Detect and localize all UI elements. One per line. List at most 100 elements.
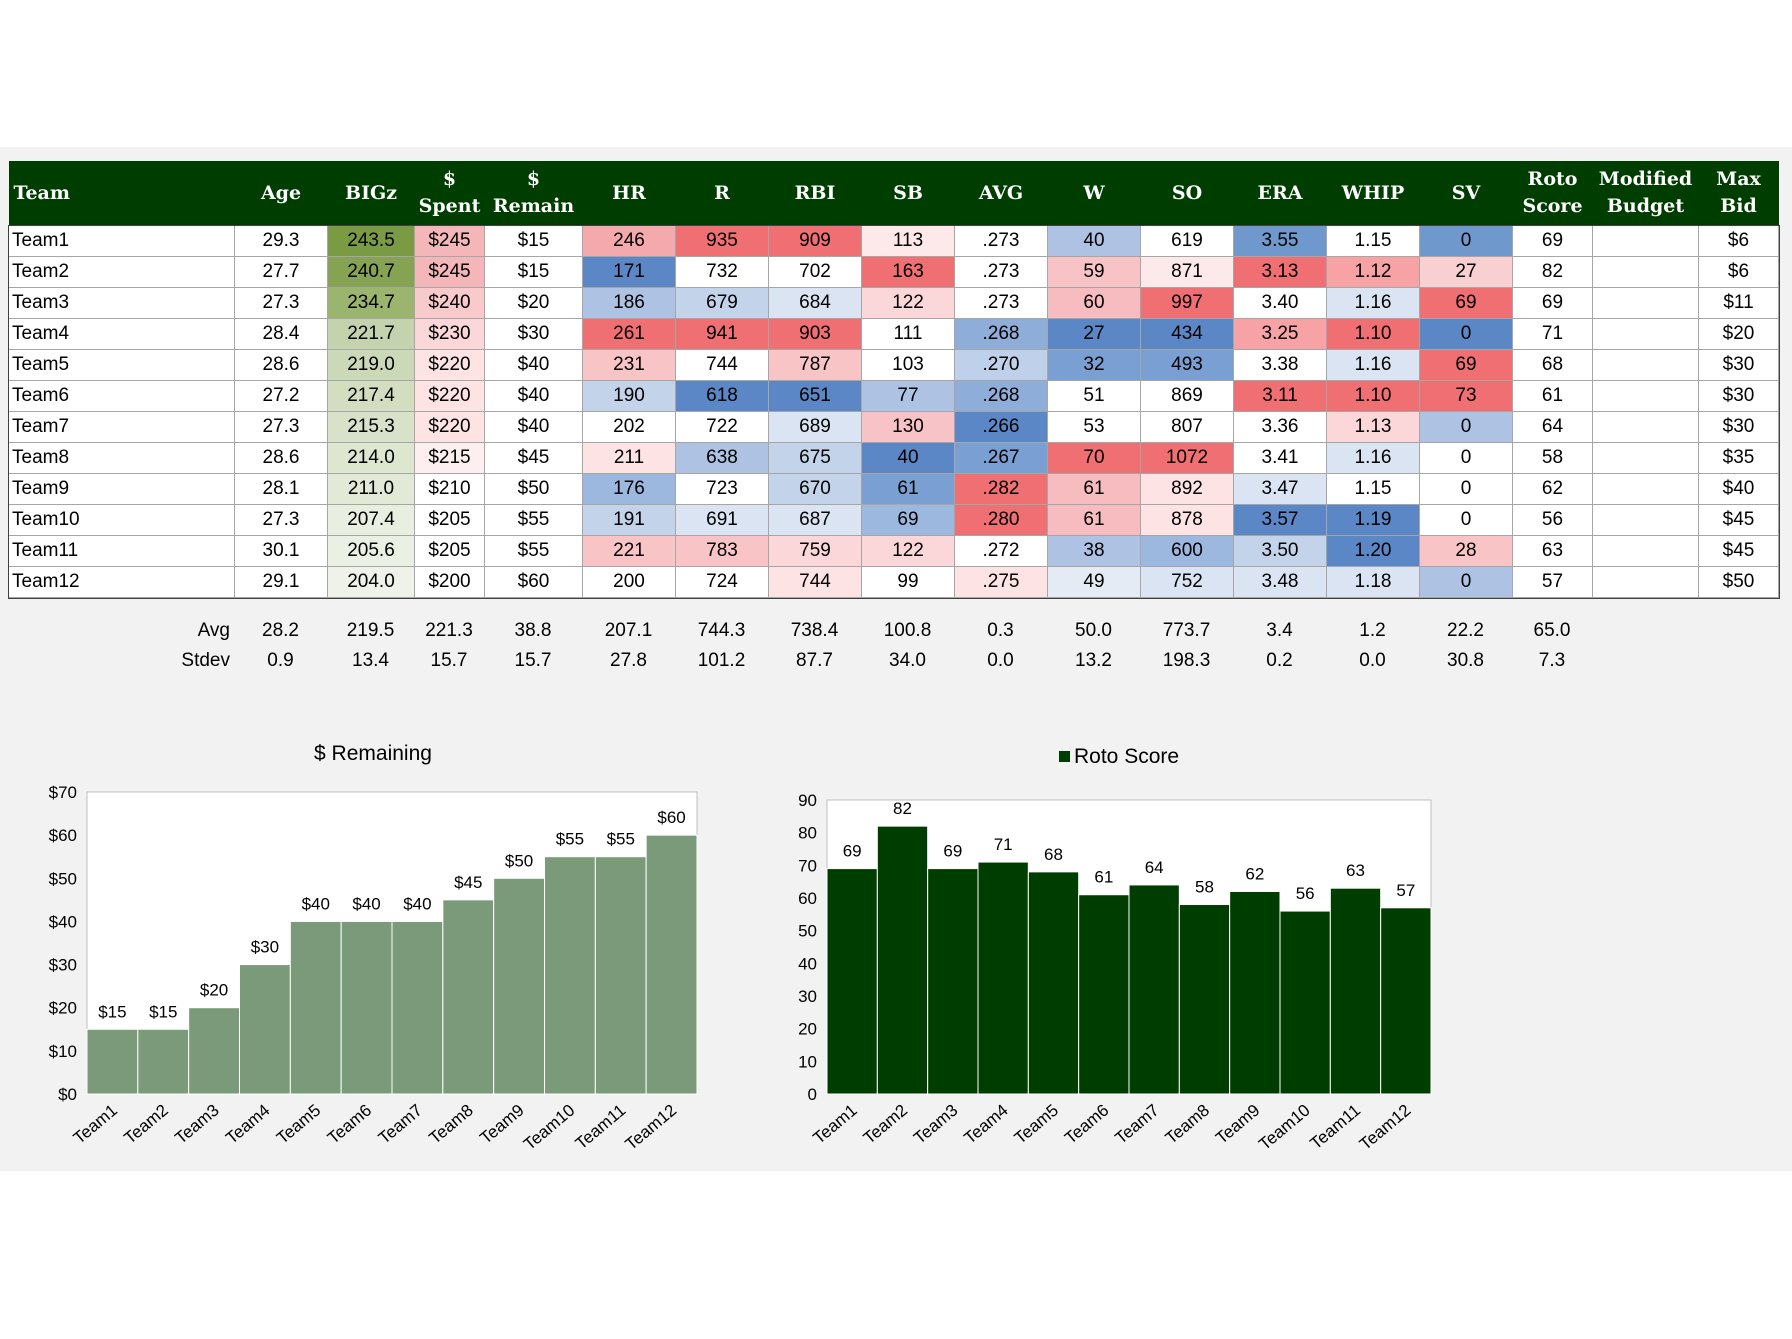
col-header-text: Bid (1720, 195, 1757, 217)
cell-max-bid: $20 (1698, 318, 1779, 350)
data-label: $55 (607, 830, 635, 849)
cell-rbi: 675 (768, 442, 862, 474)
category-label: Team5 (273, 1101, 324, 1148)
bar (340, 920, 393, 1095)
cell-avg: .266 (954, 411, 1048, 443)
cell-w: 53 (1047, 411, 1141, 443)
category-label: Team11 (1306, 1101, 1364, 1154)
category-label: Team4 (960, 1101, 1011, 1148)
cell-dollar-spent: $220 (414, 349, 485, 381)
cell-dollar-spent: $245 (414, 225, 485, 257)
category-label: Team2 (860, 1101, 911, 1148)
cell-hr: 221 (582, 535, 676, 567)
col-header-w: W (1047, 161, 1141, 226)
data-label: 71 (994, 835, 1013, 854)
col-header-rbi: RBI (768, 161, 862, 226)
cell-r: 691 (675, 504, 769, 536)
cell-max-bid: $50 (1698, 566, 1779, 598)
y-tick-label: 30 (798, 987, 817, 1006)
col-header-dollar-spent: $ Spent (414, 161, 485, 226)
bar (391, 920, 444, 1095)
data-label: $45 (454, 873, 482, 892)
cell-so: 869 (1140, 380, 1234, 412)
category-label: Team1 (70, 1101, 121, 1148)
cell-hr: 191 (582, 504, 676, 536)
cell-era: 3.50 (1233, 535, 1327, 567)
table-row: Team6 27.2 217.4 $220 $40 190 618 651 77.268 51 86… (8, 380, 1779, 412)
cell-roto-score: 68 (1512, 349, 1593, 381)
cell-team: Team3 (8, 287, 235, 319)
y-tick-label: $70 (49, 783, 77, 802)
table-row: Team12 29.1 204.0 $200 $60 200 724 744 99.275 49 7… (8, 566, 1779, 598)
cell-hr: 231 (582, 349, 676, 381)
cell-bigz: 214.0 (327, 442, 415, 474)
cell-dollar-remain: $20 (484, 287, 583, 319)
cell-max-bid: $30 (1698, 380, 1779, 412)
cell-max-bid: $6 (1698, 225, 1779, 257)
data-label: 69 (843, 842, 862, 861)
table-row: Team4 28.4 221.7 $230 $30 261 941 903 111.268 27 4… (8, 318, 1779, 350)
col-header-text: SO (1171, 181, 1203, 204)
cell-whip: 1.15 (1326, 225, 1420, 257)
cell-dollar-spent: $205 (414, 535, 485, 567)
cell-roto-score: 57 (1512, 566, 1593, 598)
data-label: $60 (657, 808, 685, 827)
cell-sv: 0 (1419, 442, 1513, 474)
cell-w: 51 (1047, 380, 1141, 412)
cell-sb: 122 (861, 287, 955, 319)
cell-sv: 0 (1419, 504, 1513, 536)
bar (1178, 904, 1231, 1095)
category-label: Team10 (520, 1101, 579, 1154)
team-summary-table: Team Age BIGz $ Spent $ Remain HR R RBI SB AVG W SO ER… (7, 161, 1780, 599)
cell-hr: 261 (582, 318, 676, 350)
cell-hr: 186 (582, 287, 676, 319)
table-row: Team9 28.1 211.0 $210 $50 176 723 670 61.282 61 89… (8, 473, 1779, 505)
stdev-value: 13.4 (352, 650, 389, 671)
col-header-text: $ (526, 168, 541, 190)
cell-team: Team12 (8, 566, 235, 598)
cell-roto-score: 56 (1512, 504, 1593, 536)
stdev-value: 0.9 (267, 650, 294, 671)
cell-bigz: 240.7 (327, 256, 415, 288)
cell-so: 997 (1140, 287, 1234, 319)
cell-hr: 200 (582, 566, 676, 598)
cell-bigz: 234.7 (327, 287, 415, 319)
cell-r: 679 (675, 287, 769, 319)
cell-era: 3.47 (1233, 473, 1327, 505)
cell-rbi: 702 (768, 256, 862, 288)
cell-whip: 1.13 (1326, 411, 1420, 443)
cell-r: 724 (675, 566, 769, 598)
cell-rbi: 687 (768, 504, 862, 536)
col-header-whip: WHIP (1326, 161, 1420, 226)
cell-roto-score: 62 (1512, 473, 1593, 505)
stdev-value: 30.8 (1447, 650, 1484, 671)
cell-w: 61 (1047, 473, 1141, 505)
y-tick-label: 20 (798, 1020, 817, 1039)
cell-sv: 0 (1419, 318, 1513, 350)
cell-modified-budget (1592, 442, 1699, 474)
category-label: Team6 (1061, 1101, 1112, 1148)
col-header-text: ERA (1257, 181, 1303, 204)
cell-modified-budget (1592, 411, 1699, 443)
cell-bigz: 207.4 (327, 504, 415, 536)
stdev-value: 7.3 (1538, 650, 1566, 671)
table-row: Team1 29.3 243.5 $245 $15 246 935 909 113.273 40 6… (8, 225, 1779, 257)
stdev-value: 0.2 (1266, 650, 1293, 671)
cell-dollar-spent: $240 (414, 287, 485, 319)
col-header-r: R (675, 161, 769, 226)
y-tick-label: $40 (49, 912, 77, 931)
table-row: Team10 27.3 207.4 $205 $55 191 691 687 69.280 61 8… (8, 504, 1779, 536)
category-label: Team3 (171, 1101, 222, 1148)
cell-whip: 1.19 (1326, 504, 1420, 536)
chart-title: $ Remaining (314, 742, 432, 765)
cell-max-bid: $11 (1698, 287, 1779, 319)
bar (1229, 890, 1281, 1095)
cell-age: 29.1 (234, 566, 328, 598)
category-label: Team4 (222, 1101, 273, 1148)
category-label: Team11 (572, 1101, 630, 1154)
cell-so: 871 (1140, 256, 1234, 288)
table-row: Team2 27.7 240.7 $245 $15 171 732 702 163.273 59 8… (8, 256, 1779, 288)
cell-whip: 1.18 (1326, 566, 1420, 598)
col-header-sv: SV (1419, 161, 1513, 226)
bar (544, 856, 596, 1095)
